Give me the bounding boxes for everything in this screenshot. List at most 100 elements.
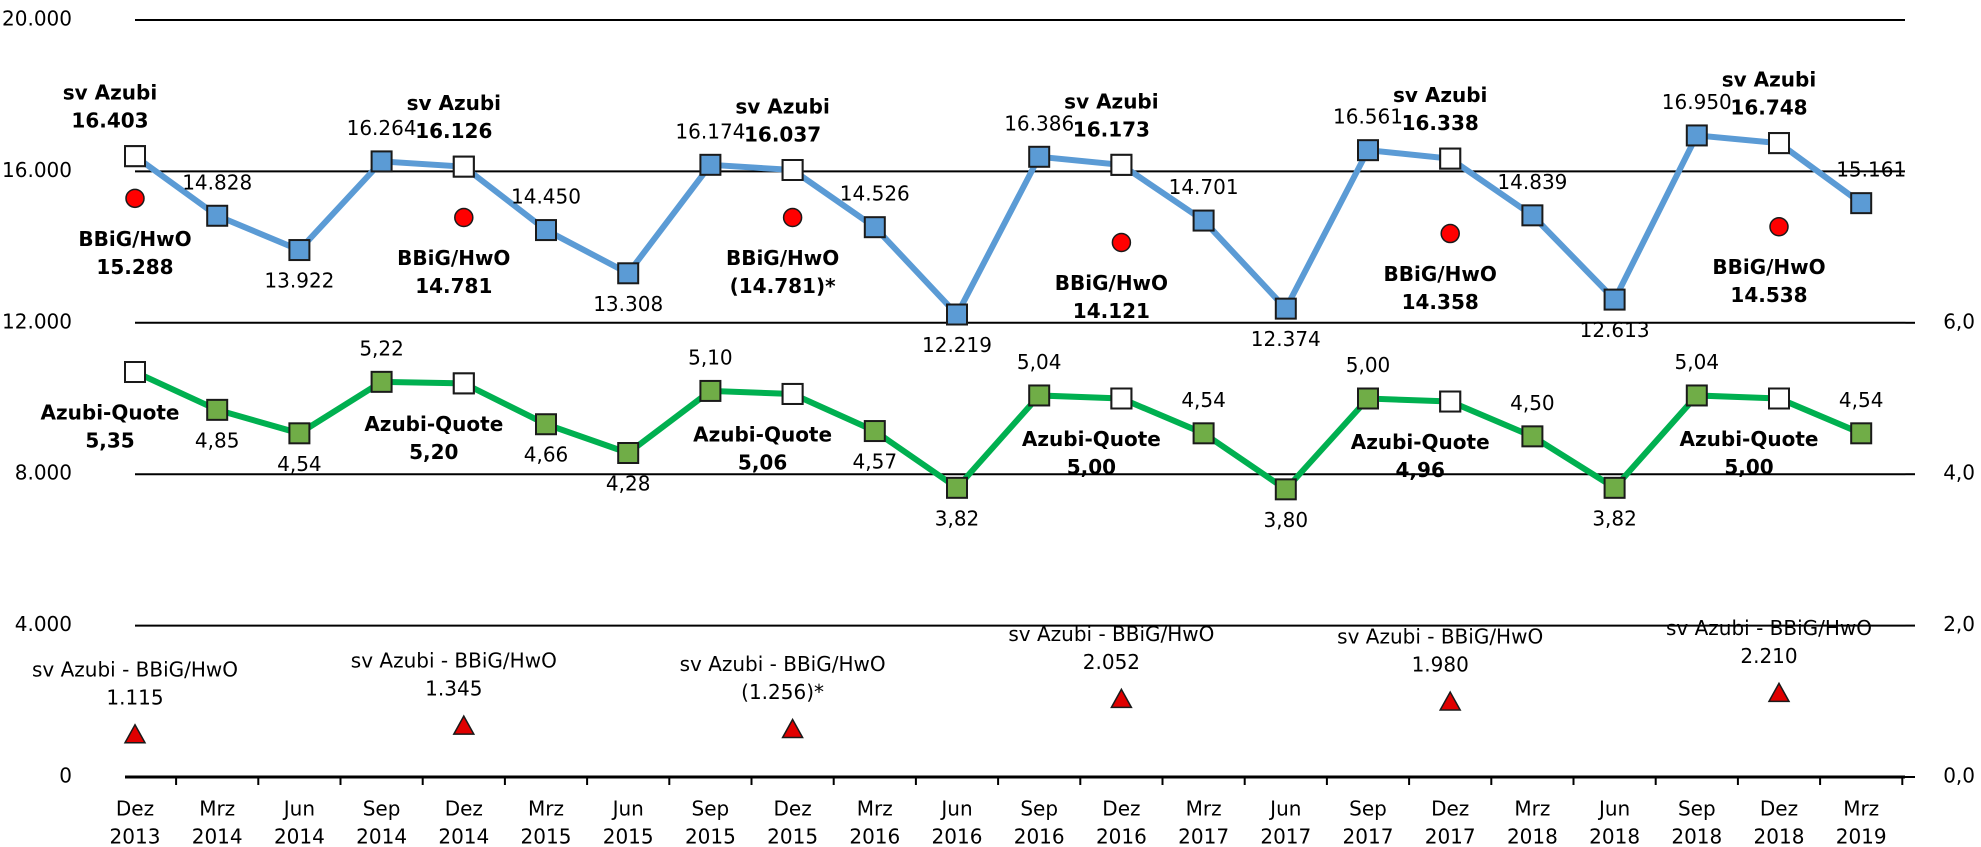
series-name: sv Azubi - BBiG/HwO (1008, 622, 1214, 646)
marker (452, 714, 476, 735)
x-tick-label: 2018 (1589, 825, 1640, 847)
data-label: 13.922 (264, 269, 334, 293)
data-label: 15.161 (1836, 158, 1906, 182)
data-label: (1.256)* (741, 680, 824, 704)
x-tick-label: 2018 (1754, 825, 1805, 847)
x-tick-label: 2014 (274, 825, 325, 847)
marker (1439, 147, 1462, 170)
data-label: 16.950 (1662, 90, 1732, 114)
data-label: 14.526 (840, 182, 910, 206)
data-label: 12.219 (922, 333, 992, 357)
data-label: 5,22 (359, 336, 404, 360)
marker (1110, 153, 1133, 176)
x-tick-label: Sep (692, 797, 730, 821)
data-label: 16.264 (347, 116, 417, 140)
data-label: 16.748 (1730, 96, 1807, 120)
data-label: 5,00 (1724, 455, 1773, 479)
marker (1521, 204, 1544, 227)
data-label: 16.174 (675, 119, 745, 143)
data-label: 5,06 (738, 450, 787, 474)
marker (1768, 387, 1790, 410)
marker (1110, 387, 1133, 410)
x-tick-label: Mrz (528, 797, 564, 821)
x-tick-label: Sep (1020, 797, 1058, 821)
marker (1439, 390, 1462, 413)
series-line (133, 132, 1863, 320)
marker (1768, 132, 1790, 155)
data-label: 5,04 (1675, 350, 1720, 374)
series-name: Azubi-Quote (1351, 430, 1490, 454)
marker (1438, 690, 1462, 711)
marker (699, 379, 722, 402)
x-tick-label: Mrz (199, 797, 235, 821)
data-label: 5,04 (1017, 350, 1062, 374)
data-label: 4,54 (277, 452, 322, 476)
y2-tick-label: 2,0 (1943, 612, 1975, 636)
x-tick-label: Sep (363, 797, 401, 821)
x-tick-label: 2019 (1836, 825, 1887, 847)
x-tick-label: 2017 (1343, 825, 1394, 847)
x-tick-label: Jun (1268, 797, 1301, 821)
series-name: BBiG/HwO (1712, 255, 1825, 279)
marker (1685, 384, 1708, 407)
marker (699, 153, 722, 176)
x-tick-label: 2015 (521, 825, 572, 847)
marker (124, 145, 146, 168)
marker (123, 723, 147, 744)
data-label: 16.403 (71, 109, 148, 133)
data-label: 2.052 (1083, 650, 1140, 674)
series-name: sv Azubi (1722, 68, 1816, 92)
data-label: (14.781)* (730, 274, 836, 298)
marker (370, 370, 393, 393)
x-tick-label: 2016 (849, 825, 900, 847)
x-tick-label: Dez (1760, 797, 1798, 821)
marker (1028, 384, 1051, 407)
data-label: 16.386 (1004, 111, 1074, 135)
marker (1685, 124, 1708, 147)
marker (1521, 425, 1544, 448)
data-label: 3,82 (935, 506, 980, 530)
series-name: sv Azubi (735, 94, 829, 118)
marker (288, 422, 311, 445)
data-label: 14.828 (182, 170, 252, 194)
series-line (133, 369, 1863, 494)
marker (781, 382, 804, 405)
marker (946, 303, 968, 326)
data-label: 5,35 (85, 429, 134, 453)
x-tick-label: Dez (445, 797, 483, 821)
marker (863, 216, 886, 239)
data-label: 4,66 (524, 443, 569, 467)
series-name: BBiG/HwO (397, 246, 510, 270)
marker (781, 717, 804, 739)
marker (1850, 192, 1873, 215)
marker (1111, 232, 1132, 253)
series-name: sv Azubi (1393, 83, 1487, 107)
x-tick-label: 2018 (1671, 825, 1722, 847)
marker (206, 204, 229, 227)
marker (288, 239, 311, 262)
series-name: Azubi-Quote (364, 412, 503, 436)
marker (1110, 687, 1133, 709)
x-tick-label: 2017 (1178, 825, 1229, 847)
data-label: 5,20 (409, 440, 458, 464)
marker (535, 413, 557, 436)
marker (782, 207, 803, 228)
y2-tick-label: 4,0 (1943, 461, 1975, 485)
data-label: 13.308 (593, 292, 663, 316)
marker (124, 361, 146, 384)
marker (1192, 422, 1215, 445)
data-label: 14.538 (1730, 283, 1807, 307)
marker (125, 188, 145, 209)
marker (1028, 145, 1051, 168)
series-name: sv Azubi (63, 81, 157, 105)
marker (617, 442, 640, 465)
marker (1440, 223, 1460, 244)
x-tick-label: 2015 (603, 825, 654, 847)
series-name: sv Azubi - BBiG/HwO (1666, 616, 1872, 640)
data-label: 14.781 (415, 274, 492, 298)
marker (1603, 476, 1626, 499)
series-name: sv Azubi - BBiG/HwO (680, 652, 886, 676)
data-label: 15.288 (96, 255, 173, 279)
series-name: sv Azubi - BBiG/HwO (351, 649, 557, 673)
